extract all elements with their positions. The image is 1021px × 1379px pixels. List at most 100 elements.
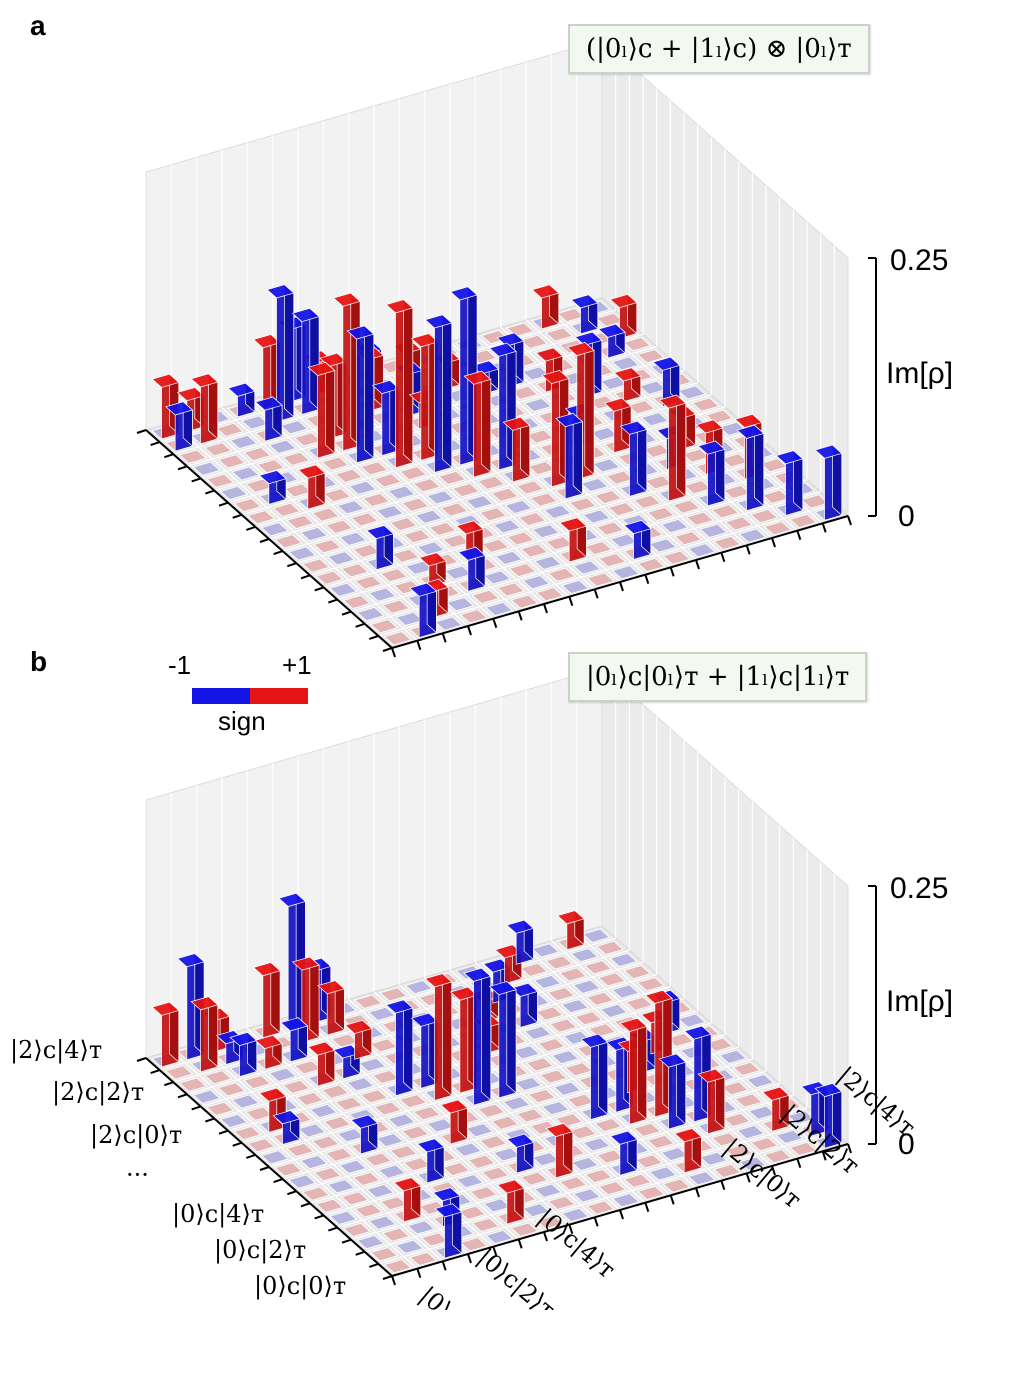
floor-cell [295,1091,324,1107]
bar [272,1109,301,1145]
col-tick [391,647,396,658]
floor-cell [483,570,512,585]
legend-min-label: -1 [168,650,192,680]
bar [761,1086,790,1132]
floor-cell [547,986,576,1002]
floor-cell [607,502,636,517]
floor-cell [572,560,601,575]
floor-cell [247,510,276,525]
col-tick [568,596,574,606]
row-tick [314,1214,324,1220]
floor-cell [471,589,500,604]
col-tick [669,567,675,577]
floor-cell [512,1045,541,1060]
bar [350,1114,379,1155]
legend-negative-swatch [192,688,250,704]
z-tick-label-top: 0.25 [890,872,948,905]
bar [440,1099,469,1145]
floor-cell [523,1025,552,1041]
floor-cell [584,540,613,556]
floor-cell [274,534,303,549]
col-tick [720,552,726,562]
bar [697,440,726,507]
floor-cell [502,1096,531,1111]
row-tick-label: |2⟩ᴄ|2⟩ᴛ [52,1078,144,1107]
floor-cell [646,506,675,522]
bar [613,367,642,403]
row-tick [341,1238,352,1244]
floor-cell [288,546,317,561]
bar [619,1017,648,1125]
floor-cell [485,601,514,617]
floor-cell [375,1132,404,1148]
floor-cell [531,524,560,539]
floor-cell [219,1113,248,1129]
floor-cell [471,1217,500,1232]
bar [531,284,560,330]
z-axis-label: Im[ρ] [886,985,953,1018]
col-tick [745,545,751,555]
floor-cell [724,516,753,531]
floor-cell [662,1178,691,1193]
floor-cell [572,1188,601,1203]
col-tick [517,611,523,621]
floor-cell [520,1171,549,1186]
floor-cell [299,526,328,542]
floor-cell [609,952,638,968]
state-label-a: (|0ₗ⟩ᴄ + |1ₗ⟩ᴄ) ⊗ |0ₗ⟩ᴛ [568,24,870,74]
floor-cell [541,1101,570,1116]
floor-cell [732,1061,761,1077]
floor-cell [666,1032,695,1048]
floor-cell [373,473,402,488]
floor-cell [551,1050,580,1065]
floor-cell [625,996,654,1011]
row-tick [287,562,297,568]
col-tick [695,559,700,570]
floor-cell [233,497,262,513]
row-tick [287,1190,297,1196]
floor-cell [389,1145,418,1160]
col-tick [416,640,422,650]
row-tick [355,622,365,628]
floor-cell [327,1179,356,1194]
floor-cell [537,1037,566,1053]
floor-cell [510,1222,539,1237]
row-tick [232,1141,242,1147]
floor-cell [519,334,548,349]
floor-cell [635,1154,664,1169]
bar [463,370,492,478]
col-tick [543,603,548,614]
row-tick [150,441,160,447]
floor-cell [477,475,506,490]
floor-cell [260,1150,289,1165]
col-tick [441,633,447,643]
floor-cell [401,1125,430,1140]
bar [227,382,256,418]
floor-cell [545,327,574,342]
floor-cell [379,568,408,583]
bar [393,1176,422,1223]
bar [317,979,346,1036]
floor-cell [360,461,389,476]
floor-cell [354,994,383,1009]
floor-cell [746,1073,775,1089]
bar [597,323,626,359]
row-tick [300,1202,311,1208]
floor-cell [539,1069,568,1084]
floor-cell [416,541,445,556]
row-axis [136,429,393,652]
floor-cell [553,1081,582,1096]
row-tick [164,453,174,459]
row-tick [369,1262,379,1268]
floor-cell [370,1247,399,1262]
bar [623,519,652,560]
row-tick-labels: |2⟩ᴄ|4⟩ᴛ |2⟩ᴄ|2⟩ᴛ |2⟩ᴄ|0⟩ᴛ ··· |0⟩ᴄ|4⟩ᴛ |0⟩ᴄ|… [10,1036,346,1301]
floor-cell [637,1185,666,1201]
floor-cell [256,459,285,474]
bar [697,1068,726,1135]
floor-cell [586,572,615,587]
floor-cell [763,1149,792,1164]
bar [344,1019,373,1060]
z-axis: 0.25 0 Im[ρ] [868,872,953,1161]
floor-cell [533,1183,562,1198]
